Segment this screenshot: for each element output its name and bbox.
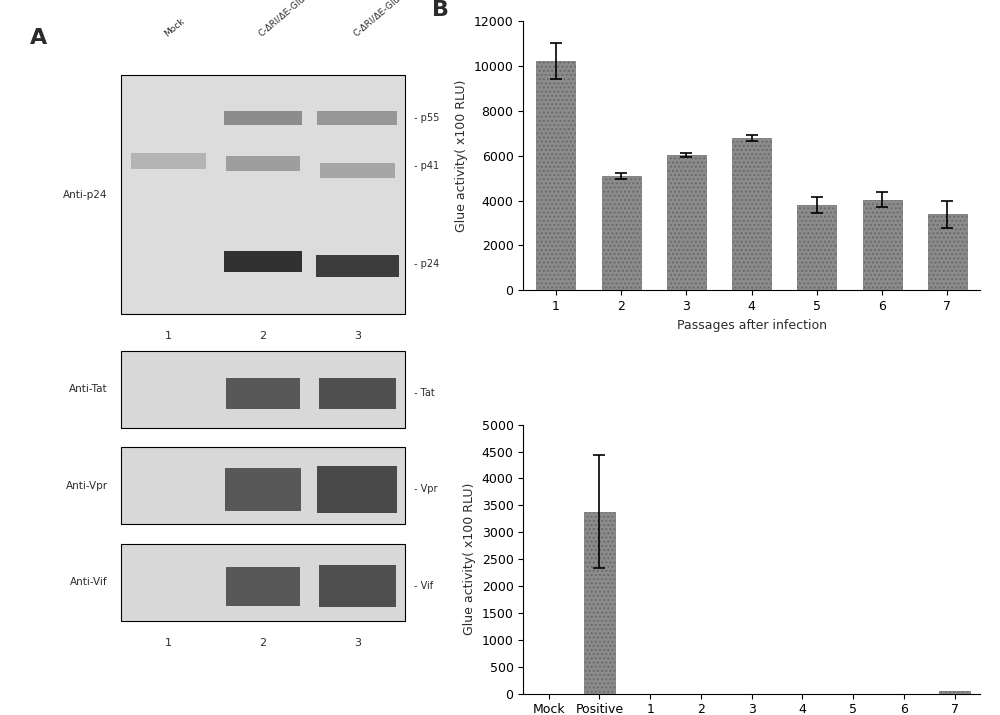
Bar	[797, 205, 836, 290]
Bar	[939, 691, 970, 694]
Bar	[928, 214, 967, 290]
Bar	[224, 250, 302, 272]
Text: B: B	[432, 0, 449, 20]
Bar	[121, 351, 405, 428]
Bar	[602, 176, 641, 290]
Text: - p41: - p41	[414, 161, 439, 171]
Text: C-ΔRI/ΔE-Gluc: C-ΔRI/ΔE-Gluc	[257, 0, 311, 39]
Bar	[121, 543, 405, 621]
Bar	[121, 75, 405, 314]
Text: Anti-Vif: Anti-Vif	[70, 577, 108, 587]
Bar	[226, 567, 300, 606]
Bar	[226, 378, 300, 409]
Bar	[317, 111, 397, 125]
Bar	[667, 154, 706, 290]
Text: C-ΔRI/ΔE-Gluc: C-ΔRI/ΔE-Gluc	[352, 0, 406, 39]
X-axis label: Passages after infection: Passages after infection	[677, 319, 827, 332]
Bar	[536, 61, 575, 290]
Text: - Tat: - Tat	[414, 388, 434, 398]
Text: - Vpr: - Vpr	[414, 484, 437, 494]
Y-axis label: Glue activity( x100 RLU): Glue activity( x100 RLU)	[463, 483, 476, 636]
Text: A: A	[30, 28, 47, 48]
Text: - Vif: - Vif	[414, 581, 433, 591]
Bar	[863, 199, 902, 290]
Text: - p24: - p24	[414, 259, 439, 269]
Bar	[121, 447, 405, 524]
Y-axis label: Glue activity( x100 RLU): Glue activity( x100 RLU)	[455, 79, 468, 232]
Bar	[224, 111, 302, 125]
Text: Anti-Vpr: Anti-Vpr	[66, 480, 108, 490]
Bar	[584, 512, 615, 694]
Text: 1: 1	[165, 638, 172, 648]
Text: Anti-Tat: Anti-Tat	[69, 385, 108, 395]
Text: 3: 3	[354, 638, 361, 648]
Bar	[320, 164, 395, 178]
Bar	[226, 157, 300, 171]
Bar	[317, 466, 397, 513]
Bar	[319, 378, 396, 409]
Bar	[732, 138, 771, 290]
Bar	[319, 565, 396, 608]
Text: 3: 3	[354, 330, 361, 340]
Text: - p55: - p55	[414, 113, 439, 123]
Text: 2: 2	[259, 638, 266, 648]
Text: Anti-p24: Anti-p24	[63, 189, 108, 199]
Text: 1: 1	[165, 330, 172, 340]
Bar	[316, 255, 399, 277]
Text: 2: 2	[259, 330, 266, 340]
Bar	[131, 153, 206, 169]
Bar	[225, 468, 301, 511]
Text: Mock: Mock	[163, 16, 187, 39]
